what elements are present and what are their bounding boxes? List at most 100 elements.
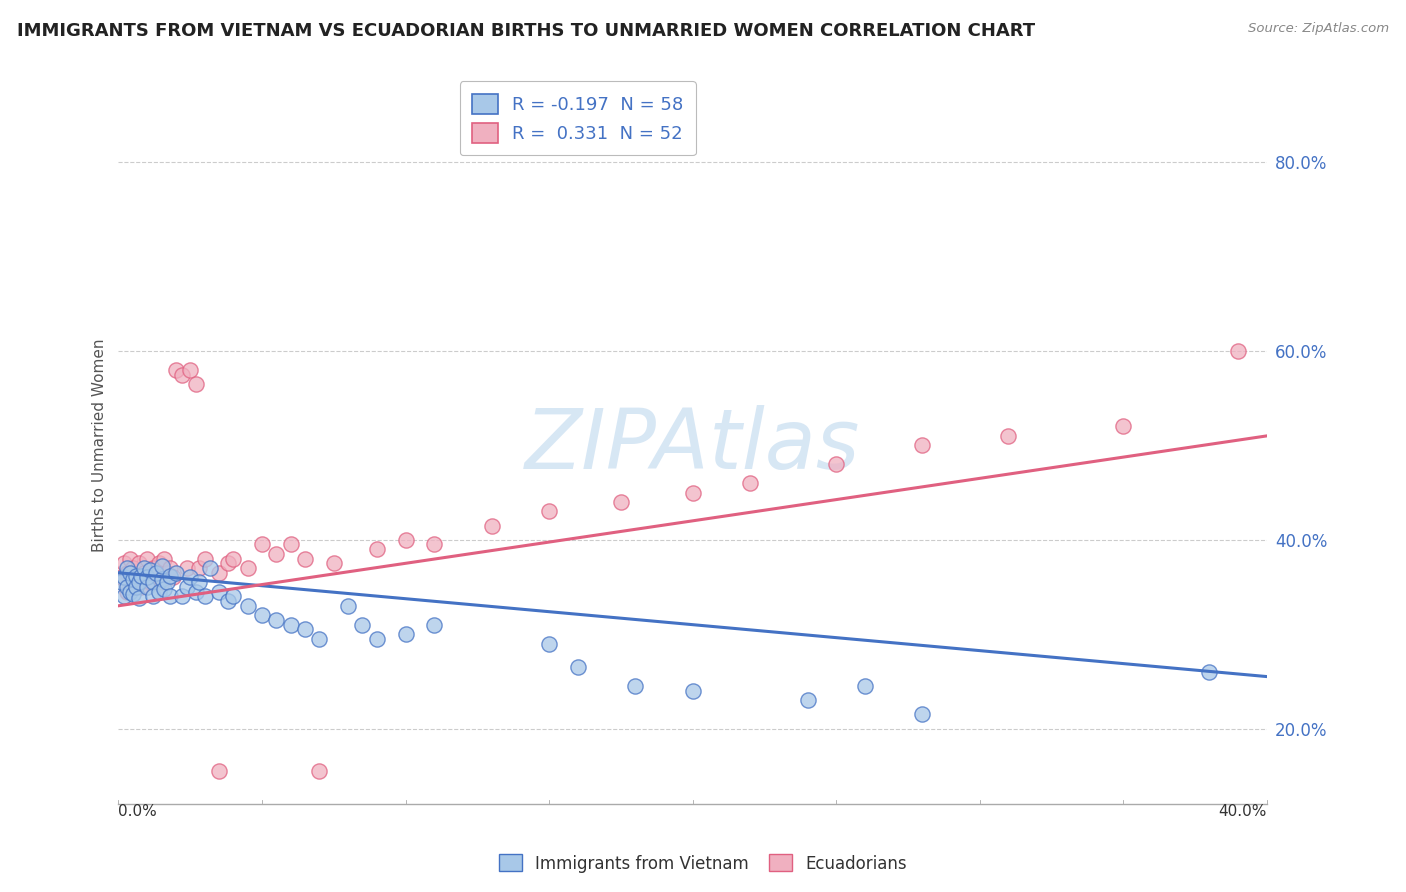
Point [366, 632, 388, 646]
Point [121, 587, 143, 601]
Point [131, 568, 153, 582]
Point [610, 495, 633, 509]
Point [538, 504, 561, 518]
Point [853, 679, 876, 693]
Point [200, 561, 222, 575]
Legend: R = -0.197  N = 58, R =  0.331  N = 52: R = -0.197 N = 58, R = 0.331 N = 52 [460, 81, 696, 155]
Point [128, 557, 150, 571]
Point [538, 636, 561, 650]
Point [110, 570, 132, 584]
Point [159, 561, 181, 575]
Point [112, 557, 135, 571]
Point [682, 683, 704, 698]
Point [280, 537, 302, 551]
Point [121, 561, 143, 575]
Point [124, 580, 146, 594]
Point [911, 707, 934, 722]
Point [139, 575, 162, 590]
Point [394, 627, 416, 641]
Point [124, 570, 146, 584]
Text: 40.0%: 40.0% [1219, 804, 1267, 819]
Point [159, 568, 181, 582]
Point [997, 429, 1019, 443]
Point [170, 590, 193, 604]
Point [423, 617, 446, 632]
Point [366, 542, 388, 557]
Point [142, 561, 165, 575]
Point [394, 533, 416, 547]
Point [134, 561, 156, 575]
Point [118, 584, 141, 599]
Point [208, 566, 231, 580]
Point [280, 617, 302, 632]
Point [145, 566, 167, 580]
Point [1227, 343, 1250, 358]
Text: IMMIGRANTS FROM VIETNAM VS ECUADORIAN BIRTHS TO UNMARRIED WOMEN CORRELATION CHAR: IMMIGRANTS FROM VIETNAM VS ECUADORIAN BI… [17, 22, 1035, 40]
Y-axis label: Births to Unmarried Women: Births to Unmarried Women [93, 339, 107, 552]
Point [148, 557, 170, 571]
Point [217, 557, 239, 571]
Point [115, 561, 138, 575]
Point [222, 551, 245, 566]
Point [112, 590, 135, 604]
Point [115, 584, 138, 599]
Point [156, 566, 179, 580]
Text: Source: ZipAtlas.com: Source: ZipAtlas.com [1249, 22, 1389, 36]
Point [187, 575, 209, 590]
Point [308, 764, 330, 778]
Point [110, 575, 132, 590]
Point [187, 561, 209, 575]
Point [184, 584, 207, 599]
Point [208, 584, 231, 599]
Point [266, 613, 288, 627]
Point [150, 559, 173, 574]
Point [682, 485, 704, 500]
Point [194, 590, 217, 604]
Point [128, 591, 150, 606]
Point [294, 551, 316, 566]
Point [136, 580, 159, 594]
Point [124, 568, 146, 582]
Point [1112, 419, 1135, 434]
Point [624, 679, 647, 693]
Point [121, 575, 143, 590]
Point [153, 582, 176, 596]
Point [308, 632, 330, 646]
Point [136, 551, 159, 566]
Point [153, 551, 176, 566]
Point [222, 590, 245, 604]
Point [176, 561, 198, 575]
Point [322, 557, 344, 571]
Point [179, 363, 201, 377]
Point [170, 368, 193, 382]
Point [165, 566, 187, 580]
Point [150, 573, 173, 587]
Point [738, 476, 761, 491]
Point [145, 566, 167, 580]
Point [1198, 665, 1220, 679]
Point [148, 584, 170, 599]
Point [142, 575, 165, 590]
Point [136, 570, 159, 584]
Point [250, 537, 273, 551]
Point [176, 580, 198, 594]
Point [115, 566, 138, 580]
Point [911, 438, 934, 452]
Point [825, 457, 848, 471]
Point [142, 590, 165, 604]
Point [134, 566, 156, 580]
Point [236, 561, 259, 575]
Point [156, 575, 179, 590]
Point [352, 617, 374, 632]
Point [131, 580, 153, 594]
Point [150, 575, 173, 590]
Point [128, 575, 150, 590]
Point [236, 599, 259, 613]
Point [250, 608, 273, 623]
Point [121, 573, 143, 587]
Point [118, 551, 141, 566]
Point [796, 693, 818, 707]
Point [118, 566, 141, 580]
Point [266, 547, 288, 561]
Point [139, 563, 162, 577]
